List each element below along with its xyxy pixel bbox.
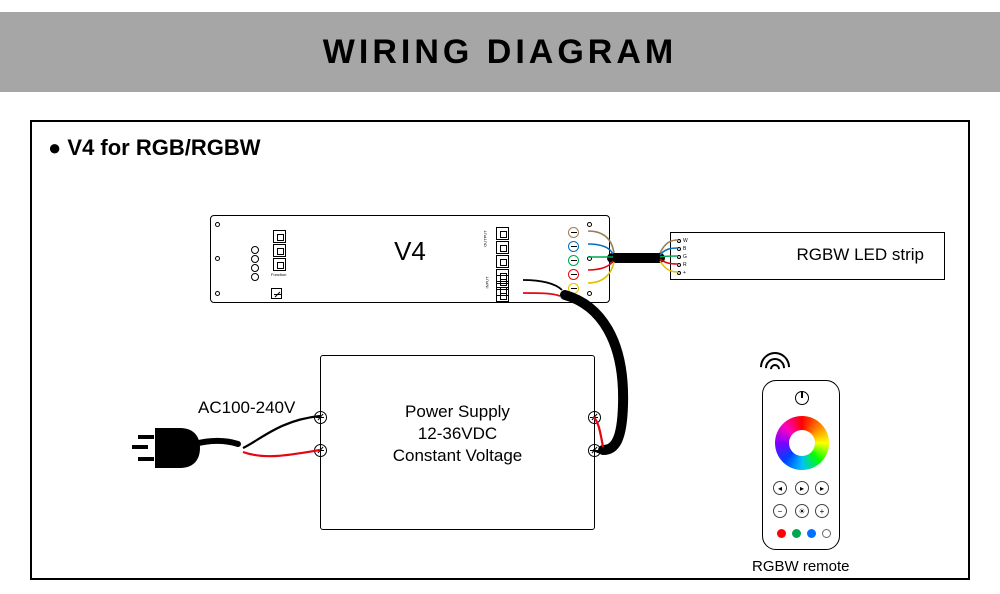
psu-line1: Power Supply <box>321 401 594 423</box>
v4-label: V4 <box>211 236 609 267</box>
v4-function-block <box>273 230 286 272</box>
remote-next-icon: ▸ <box>815 481 829 495</box>
remote-blue-dot <box>807 529 816 538</box>
remote-red-dot <box>777 529 786 538</box>
remote-minus-icon: − <box>773 504 787 518</box>
psu-line3: Constant Voltage <box>321 445 594 467</box>
remote-label: RGBW remote <box>752 558 850 575</box>
page-title: WIRING DIAGRAM <box>323 33 677 72</box>
remote-plus-icon: + <box>815 504 829 518</box>
sub-heading: ● V4 for RGB/RGBW <box>48 135 261 161</box>
psu-text: Power Supply 12-36VDC Constant Voltage <box>321 401 594 467</box>
ac-label: AC100-240V <box>198 398 295 418</box>
strip-pins: W B G R + <box>677 237 688 277</box>
v4-controller: V4 Function OUTPUT INPUT <box>210 215 610 303</box>
rgbw-remote: ◂ ▸ ▸ − + ☀ <box>762 380 840 550</box>
psu-line2: 12-36VDC <box>321 423 594 445</box>
remote-white-dot <box>822 529 831 538</box>
v4-output-label: OUTPUT <box>482 230 487 246</box>
v4-func-label: Function <box>271 272 286 277</box>
title-bar: WIRING DIAGRAM <box>0 12 1000 92</box>
v4-input-terminals <box>496 275 509 303</box>
remote-green-dot <box>792 529 801 538</box>
remote-prev-icon: ◂ <box>773 481 787 495</box>
v4-screw-terminals <box>568 227 579 297</box>
remote-brightness-icon: ☀ <box>795 504 809 518</box>
power-supply: Power Supply 12-36VDC Constant Voltage <box>320 355 595 530</box>
v4-match-button <box>271 288 282 299</box>
remote-color-wheel <box>775 416 829 470</box>
v4-input-label: INPUT <box>485 277 490 289</box>
led-strip: RGBW LED strip W B G R + <box>670 232 945 280</box>
remote-power-icon <box>795 391 809 405</box>
v4-leds <box>251 246 259 282</box>
remote-play-icon: ▸ <box>795 481 809 495</box>
strip-label: RGBW LED strip <box>796 245 924 265</box>
